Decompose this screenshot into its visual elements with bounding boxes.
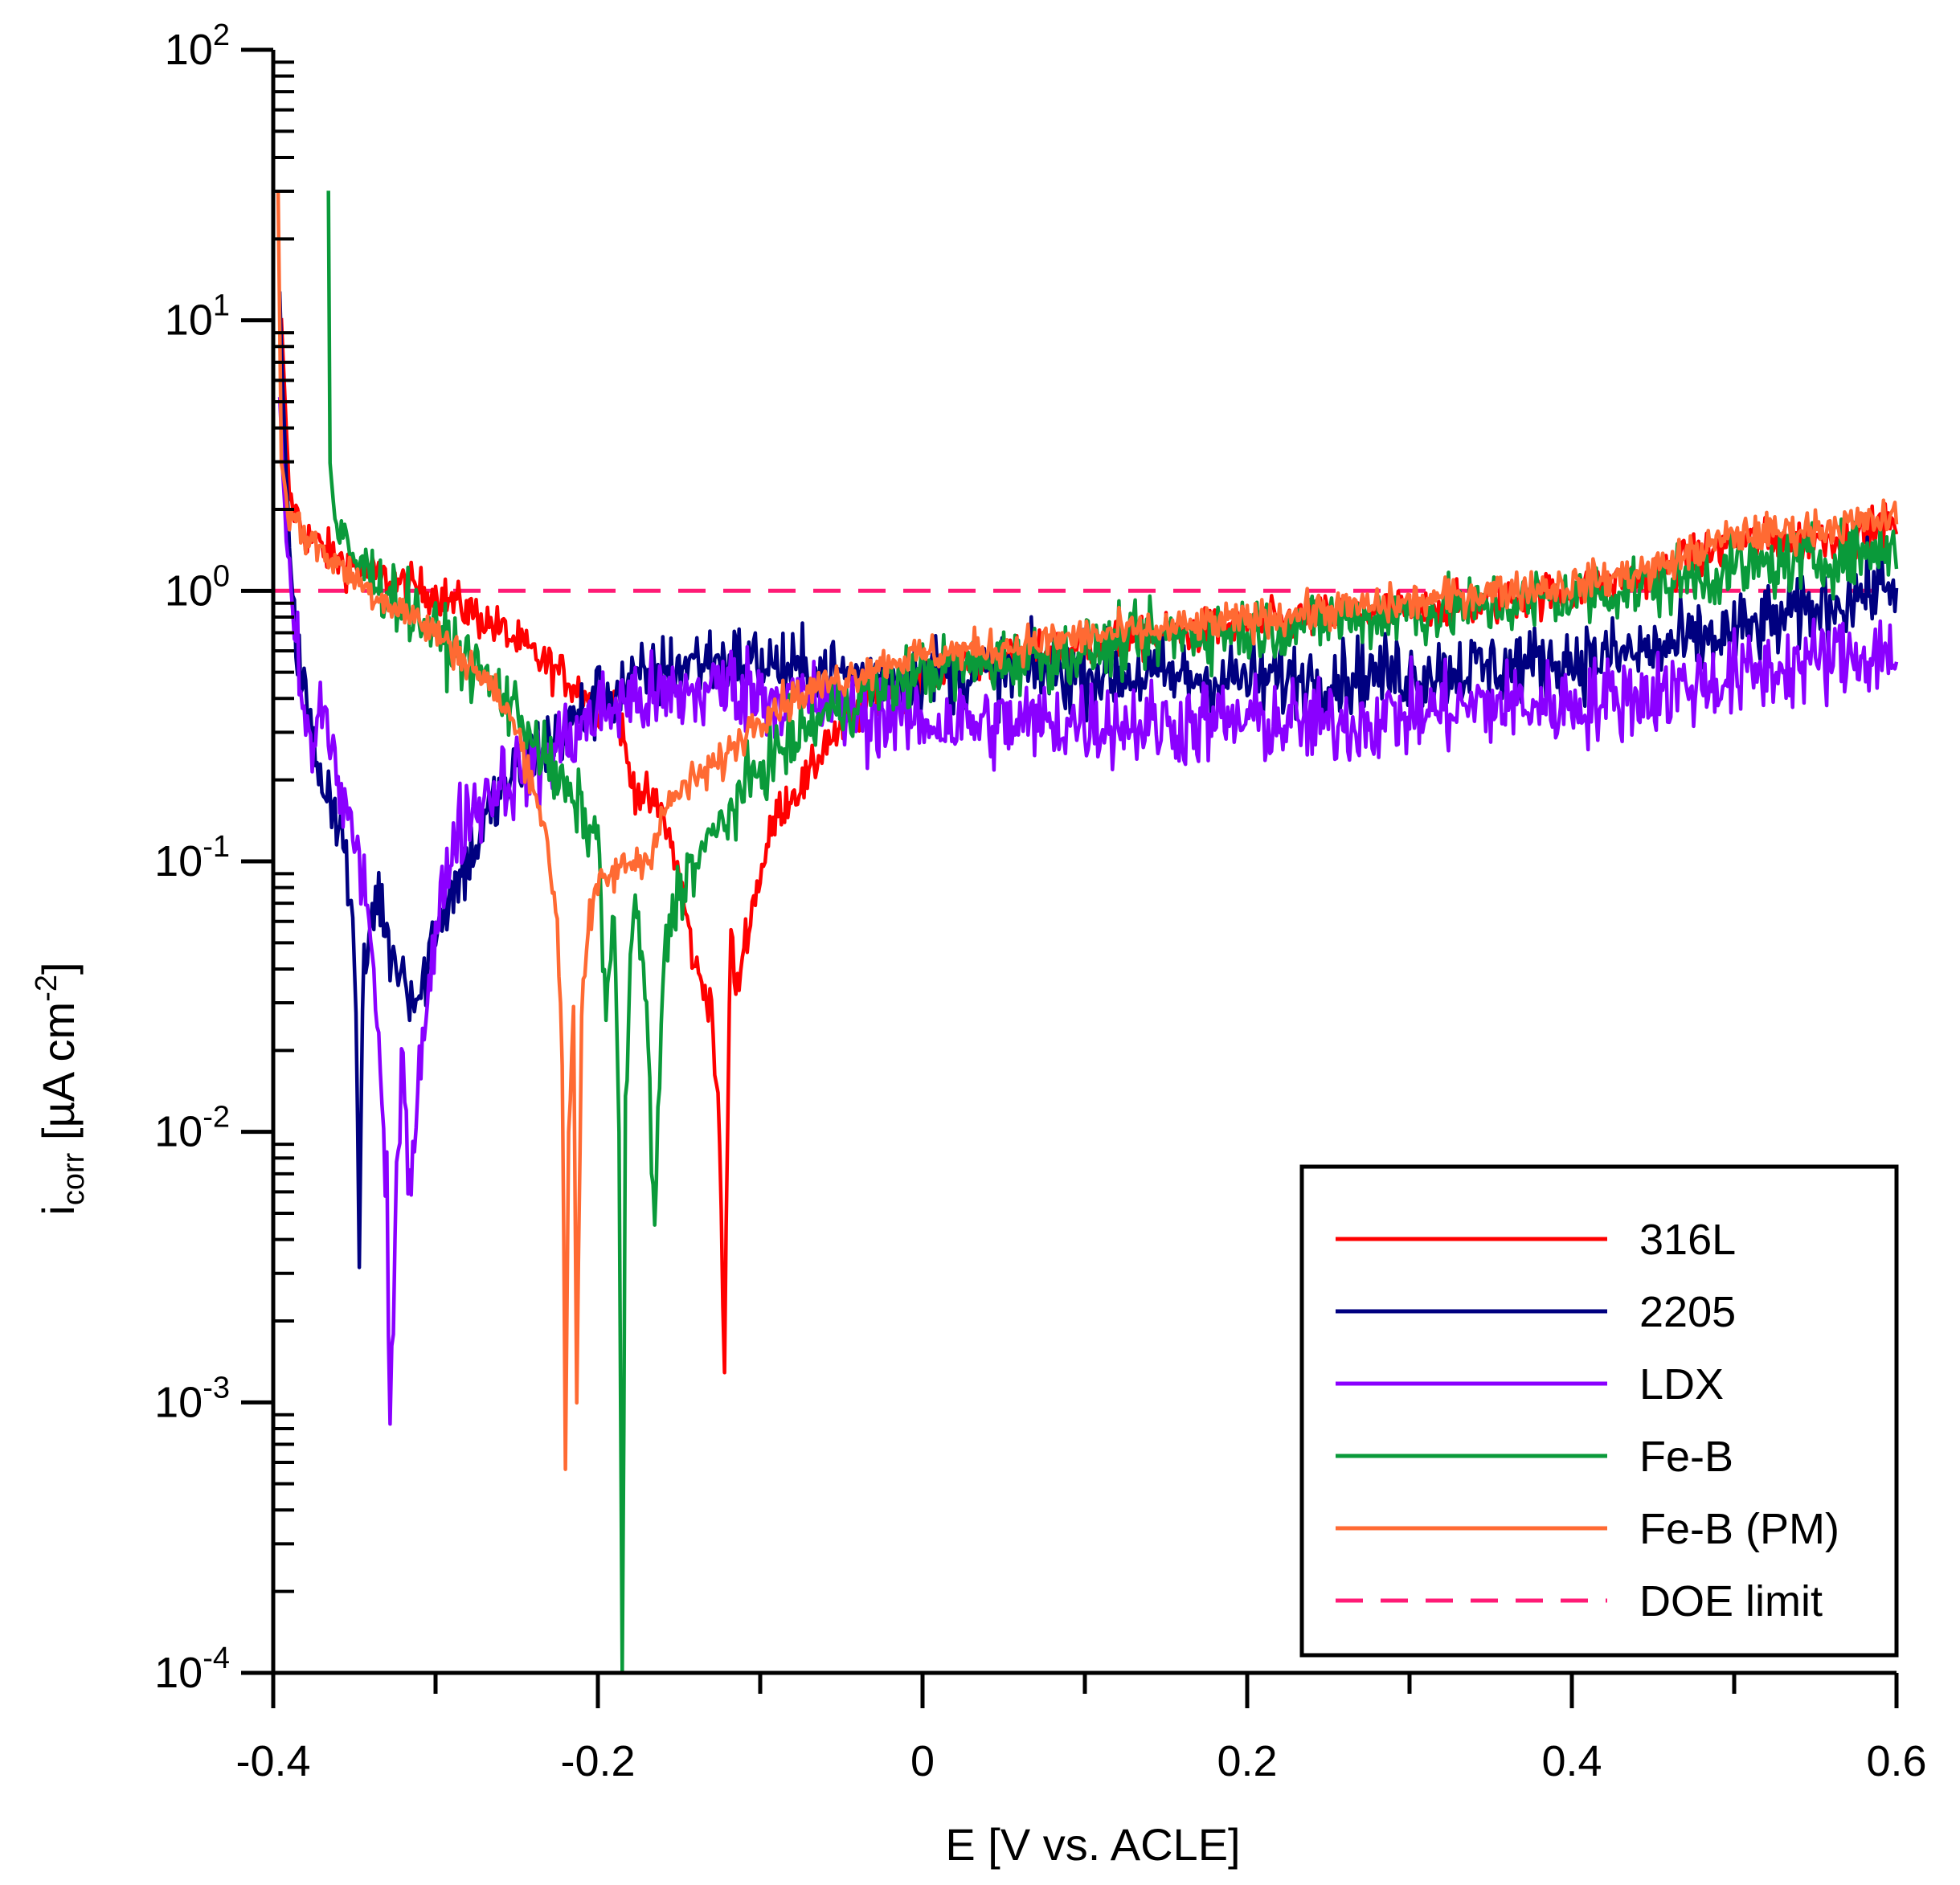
legend: 316L 2205 LDX Fe-B Fe-B (PM) DOE limit (1299, 1164, 1899, 1658)
y-tick-label: 10-4 (154, 1642, 230, 1697)
labels-layer: 102 101 100 10-1 10-2 10-3 10-4-0.4 -0.2 0 0.2 0.4… (154, 18, 1926, 1785)
series-line-2205 (277, 291, 1899, 1270)
y-tick-label: 102 (165, 18, 230, 74)
x-tick-label: 0 (910, 1737, 935, 1785)
x-tick-label: -0.2 (560, 1737, 635, 1785)
x-tick-label: -0.4 (235, 1737, 310, 1785)
legend-label-fe-b-pm: Fe-B (PM) (1639, 1505, 1839, 1553)
y-axis-title: icorr [µA cm-2] (30, 962, 91, 1215)
ticks-layer (241, 47, 1899, 1708)
x-tick-label: 0.2 (1217, 1737, 1277, 1785)
y-tick-label: 10-2 (154, 1101, 230, 1156)
legend-label-2205: 2205 (1639, 1288, 1736, 1336)
x-axis-title: E [V vs. ACLE] (945, 1819, 1240, 1870)
legend-label-316l: 316L (1639, 1216, 1736, 1264)
x-tick-label: 0.6 (1866, 1737, 1926, 1785)
y-tick-label: 10-1 (154, 830, 230, 885)
series-layer (273, 190, 1899, 1674)
legend-label-ldx: LDX (1639, 1360, 1724, 1409)
legend-label-doe-limit: DOE limit (1639, 1577, 1823, 1625)
y-tick-label: 10-3 (154, 1371, 230, 1426)
y-tick-label: 101 (165, 289, 230, 345)
legend-box (1299, 1164, 1899, 1658)
series-line-fe-b (326, 190, 1899, 1674)
legend-label-fe-b: Fe-B (1639, 1433, 1733, 1481)
x-tick-label: 0.4 (1541, 1737, 1602, 1785)
y-tick-label: 100 (165, 559, 230, 615)
series-line-fe-b-pm (276, 191, 1899, 1471)
